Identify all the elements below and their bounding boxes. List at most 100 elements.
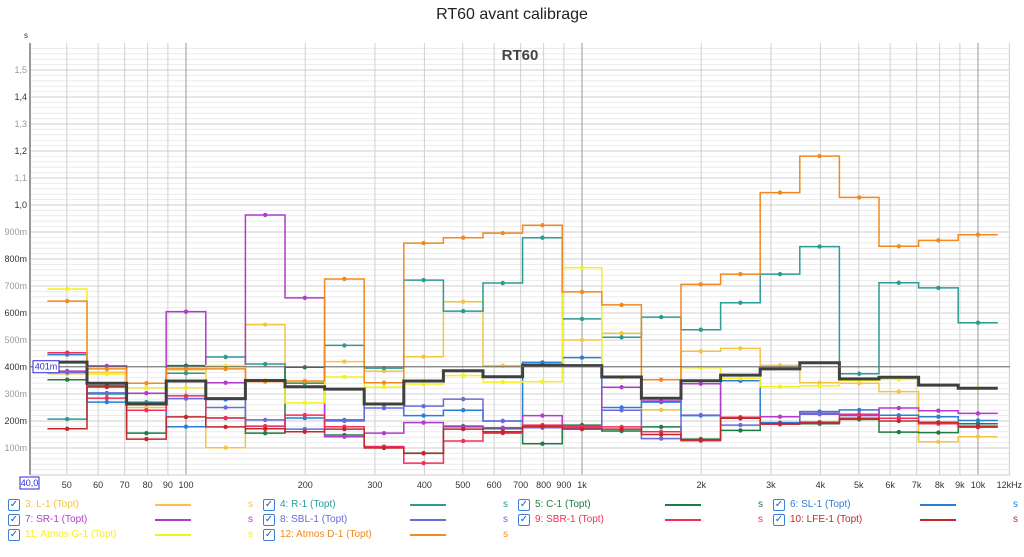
legend-item[interactable]: ✓ 10: LFE-1 (Topt) s: [773, 512, 1018, 527]
series-3-point: [738, 428, 743, 433]
legend-line-swatch: [665, 518, 701, 521]
legend-checkbox[interactable]: ✓: [263, 528, 275, 541]
y-tick-label: 400m: [4, 362, 27, 372]
series-5-point: [936, 408, 941, 413]
y-tick-label: 100m: [4, 443, 27, 453]
series-2-point: [540, 235, 545, 240]
legend-checkbox[interactable]: ✓: [8, 513, 20, 526]
legend-checkbox[interactable]: ✓: [518, 498, 530, 511]
series-1-point: [936, 439, 941, 444]
legend-item[interactable]: ✓ 4: R-1 (Topt) s: [263, 497, 508, 512]
series-3-point: [263, 430, 268, 436]
chart-inner-label: RT60: [502, 47, 539, 64]
legend-checkbox[interactable]: ✓: [8, 528, 20, 541]
series-10-point: [144, 381, 149, 386]
x-tick-label: 3k: [766, 480, 776, 490]
series-4-point: [540, 360, 545, 365]
legend-item[interactable]: ✓ 6: SL-1 (Topt) s: [773, 497, 1018, 512]
series-6-point: [381, 405, 387, 411]
legend-checkbox[interactable]: ✓: [263, 513, 275, 526]
average-line: [47, 360, 998, 406]
legend-label: 4: R-1 (Topt): [280, 499, 336, 510]
x-tick-label: 1k: [577, 480, 587, 490]
series-5-point: [263, 212, 268, 218]
series-2-point: [183, 371, 189, 376]
x-tick-label: 80: [143, 480, 153, 490]
legend-checkbox[interactable]: ✓: [8, 498, 20, 511]
series-1-point: [659, 407, 664, 413]
y-tick-label: 1,2: [14, 146, 27, 156]
series-9-point: [302, 400, 307, 406]
series-10-point: [579, 289, 585, 295]
series-8-line: [47, 386, 998, 455]
series-10-point: [183, 366, 189, 372]
series-5-point: [144, 390, 149, 396]
series-7-point: [421, 460, 426, 466]
y-tick-label: 1,3: [14, 119, 27, 129]
series-3-point: [936, 430, 941, 435]
legend-line-swatch: [920, 518, 956, 521]
legend-label: 10: LFE-1 (Topt): [790, 514, 863, 525]
x-cursor-label: 40,0: [21, 478, 39, 488]
legend-item[interactable]: ✓ 12: Atmos D-1 (Topt) s: [263, 527, 508, 542]
x-tick-label: 12kHz: [997, 480, 1023, 490]
cursor-value-box: [32, 360, 60, 374]
series-7-point: [144, 408, 149, 413]
series-8-point: [381, 445, 387, 451]
x-tick-label: 8k: [935, 480, 945, 490]
series-1-point: [817, 380, 822, 385]
legend-item[interactable]: ✓ 11: Atmos G-1 (Topt) s: [8, 527, 253, 542]
legend-item[interactable]: ✓ 9: SBR-1 (Topt) s: [518, 512, 763, 527]
y-unit-label: s: [24, 31, 28, 40]
series-8-point: [579, 426, 585, 432]
series-10-point: [104, 366, 110, 372]
series-1-point: [896, 389, 901, 394]
legend-checkbox[interactable]: ✓: [263, 498, 275, 511]
series-5-point: [421, 420, 426, 425]
legend-label: 11: Atmos G-1 (Topt): [25, 529, 117, 540]
rt60-chart[interactable]: 50 60 70 80 90 100 200 300 400 500 600 700 800 900 1k 2…: [0, 0, 1024, 497]
legend-checkbox[interactable]: ✓: [773, 498, 785, 511]
cursor-value-label: 401m: [35, 362, 58, 372]
chart-title: RT60 avant calibrage: [436, 6, 588, 23]
series-6-point: [104, 390, 110, 396]
series-6-point: [659, 436, 664, 441]
series-8-point: [65, 426, 70, 432]
legend-item[interactable]: ✓ 7: SR-1 (Topt) s: [8, 512, 253, 527]
series-7-point: [461, 438, 466, 444]
y-tick-label: 500m: [4, 335, 27, 345]
series-5-point: [896, 405, 901, 411]
series-8-point: [302, 429, 307, 434]
legend-unit: s: [1013, 499, 1018, 510]
series-6-point: [342, 418, 347, 424]
series-9-point: [579, 265, 585, 270]
x-tick-label: 200: [298, 480, 313, 490]
series-8-point: [975, 424, 981, 429]
legend-item[interactable]: ✓ 5: C-1 (Topt) s: [518, 497, 763, 512]
series-1-point: [461, 299, 466, 304]
series-2-point: [263, 361, 268, 367]
legend-unit: s: [503, 499, 508, 510]
series-5-point: [183, 309, 189, 314]
series-8-point: [500, 429, 505, 434]
series-8-point: [698, 437, 703, 443]
series-10-point: [659, 377, 664, 382]
legend-item[interactable]: ✓ 8: SBL-1 (Topt) s: [263, 512, 508, 527]
x-tick-label: 70: [120, 480, 130, 490]
series-1-point: [342, 359, 347, 364]
series-3-point: [896, 429, 901, 435]
series-9-point: [738, 376, 743, 381]
legend-checkbox[interactable]: ✓: [773, 513, 785, 526]
series-8-point: [738, 416, 743, 421]
series-1-point: [421, 354, 426, 359]
series-9-point: [65, 286, 70, 292]
series-8-point: [777, 421, 783, 426]
legend-label: 8: SBL-1 (Topt): [280, 514, 348, 525]
legend-unit: s: [758, 514, 763, 525]
series-2-point: [857, 371, 862, 376]
series-1-point: [579, 337, 585, 343]
legend-item[interactable]: ✓ 3: L-1 (Topt) s: [8, 497, 253, 512]
legend-checkbox[interactable]: ✓: [518, 513, 530, 526]
series-6-point: [263, 417, 268, 423]
series-2-point: [461, 308, 466, 314]
